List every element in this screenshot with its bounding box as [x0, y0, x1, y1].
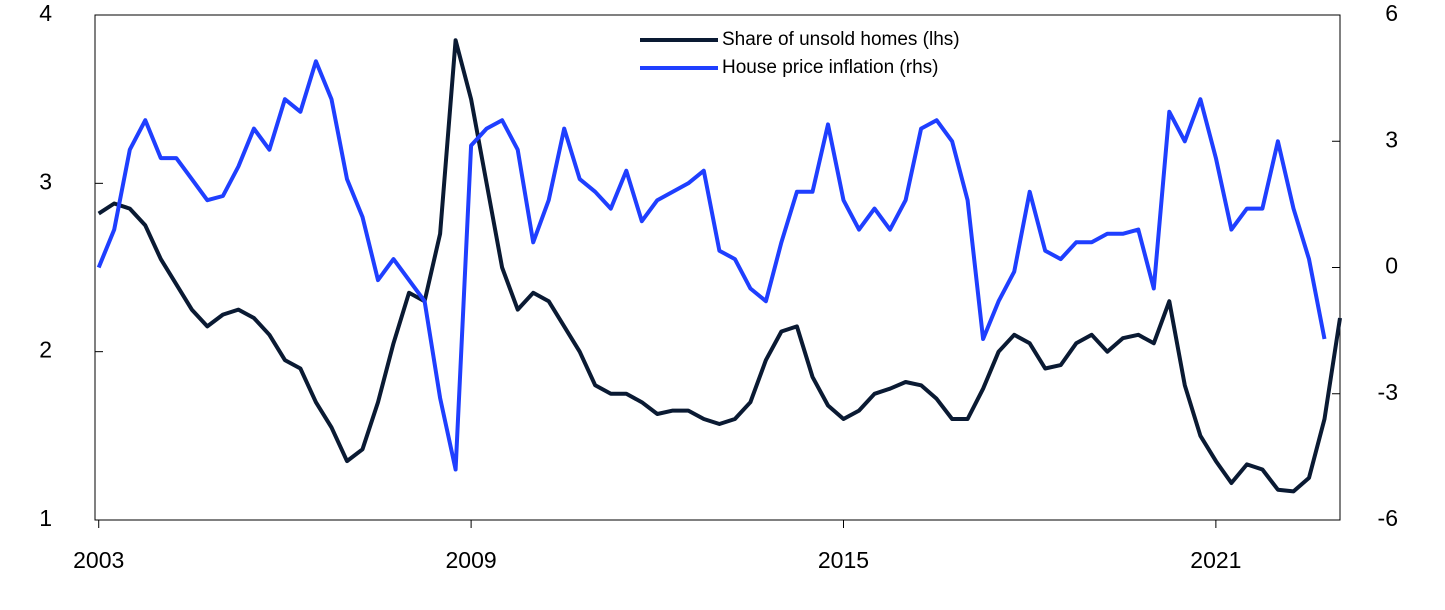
y-tick-label: 4 — [39, 0, 52, 26]
legend-label: House price inflation (rhs) — [722, 57, 938, 78]
series-line — [96, 59, 1327, 472]
y2-tick-label: 6 — [1385, 0, 1398, 26]
plot-frame — [94, 14, 1341, 521]
y-tick-label: 3 — [39, 168, 52, 194]
y2-tick-label: 3 — [1385, 126, 1398, 152]
y2-tick-label: -3 — [1378, 379, 1398, 405]
legend-label: Share of unsold homes (lhs) — [722, 29, 960, 50]
y-tick-label: 1 — [39, 505, 52, 531]
y-tick-label: 2 — [39, 337, 52, 363]
x-tick-label: 2015 — [818, 547, 869, 573]
y2-tick-label: 0 — [1385, 253, 1398, 279]
y2-tick-label: -6 — [1378, 505, 1398, 531]
series-line — [97, 38, 1342, 494]
x-tick-label: 2021 — [1190, 547, 1241, 573]
x-tick-label: 2003 — [73, 547, 124, 573]
x-tick-label: 2009 — [446, 547, 497, 573]
